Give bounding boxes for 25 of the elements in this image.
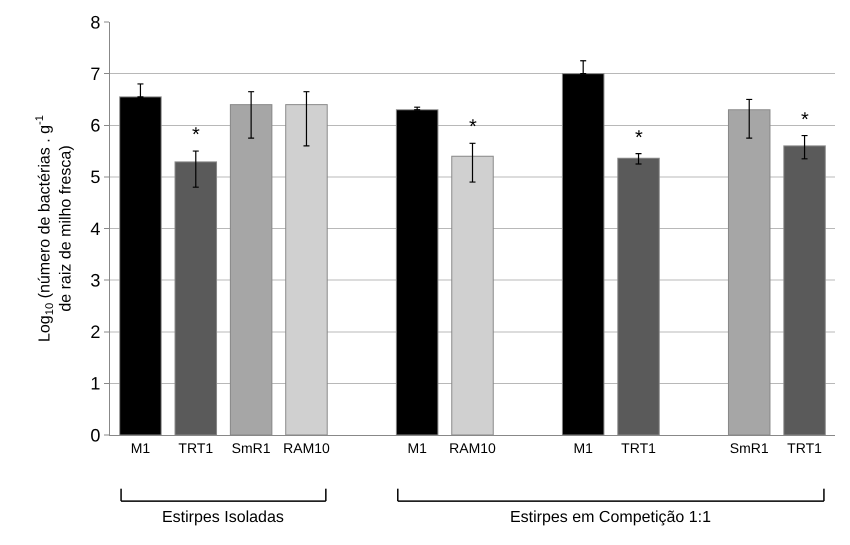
text: Estirpes em Competição 1:1: [510, 509, 712, 526]
data-label: *: [635, 127, 643, 149]
y-tick-label: 4: [90, 218, 100, 239]
x-tick-label: RAM10: [283, 440, 330, 456]
y-tick-label: 3: [90, 270, 100, 290]
y-tick-label: 6: [90, 116, 100, 136]
y-tick-label: 0: [90, 425, 100, 446]
y-tick-label: 5: [90, 167, 100, 188]
x-tick-label: M1: [407, 440, 428, 456]
data-label: *: [469, 116, 477, 138]
text: Estirpes Isoladas: [162, 509, 284, 526]
x-tick-label: TRT1: [621, 440, 656, 456]
y-tick-label: 1: [90, 374, 100, 394]
x-tick-label: M1: [130, 440, 150, 456]
y-tick-label: 2: [90, 322, 100, 342]
x-tick-label: RAM10: [449, 440, 496, 456]
x-tick-label: TRT1: [178, 440, 214, 456]
x-tick-label: SmR1: [232, 440, 271, 456]
data-label: *: [192, 124, 200, 146]
x-tick-label: TRT1: [787, 440, 822, 456]
data-label: *: [801, 109, 809, 131]
x-tick-label: SmR1: [730, 440, 769, 456]
x-tick-label: M1: [573, 440, 594, 456]
y-tick-label: 8: [90, 12, 100, 32]
y-tick-label: 7: [90, 64, 100, 84]
